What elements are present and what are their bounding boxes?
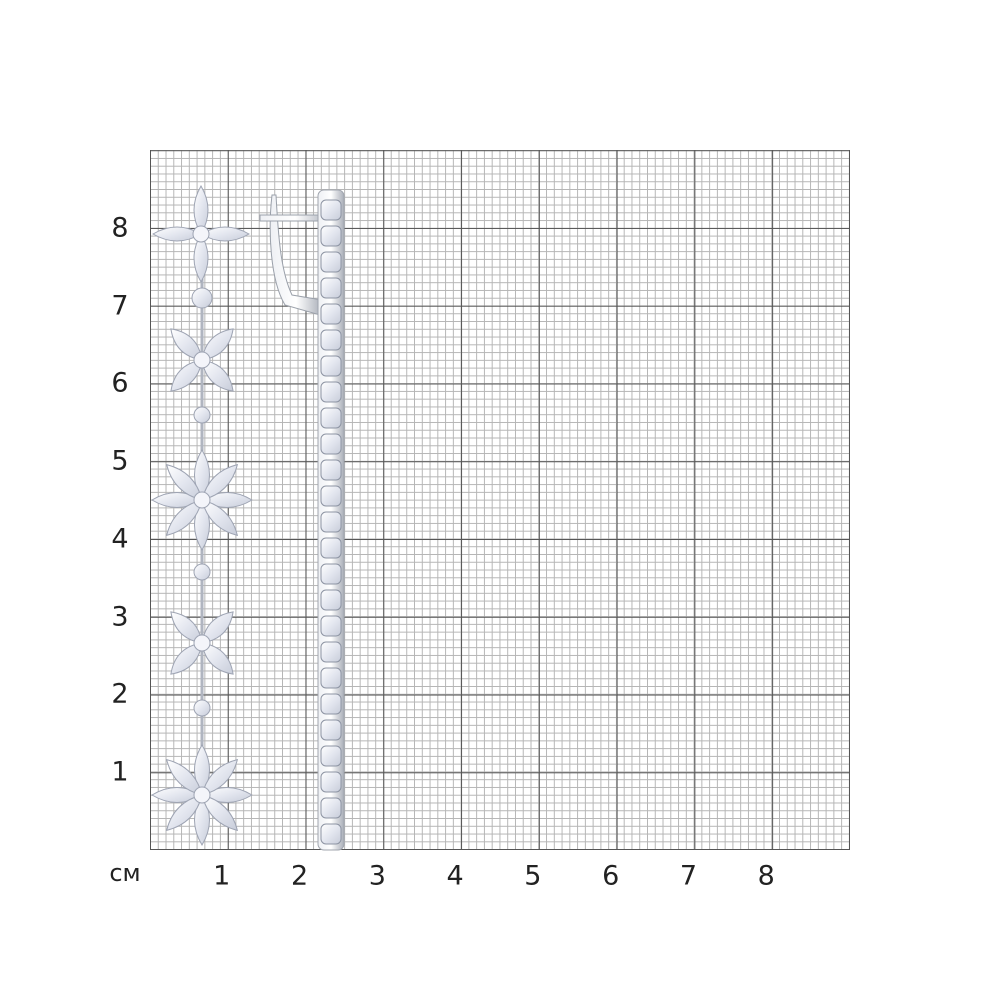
flower-charm [170,328,234,392]
connector-stone [193,699,211,717]
flower-charm [151,744,253,846]
y-tick-label: 5 [111,445,129,477]
side-stone [320,329,342,351]
side-stone [320,459,342,481]
side-stone [320,407,342,429]
side-stone [320,381,342,403]
y-tick-label: 4 [111,523,129,555]
x-tick-label: 1 [213,860,231,892]
y-tick-label: 6 [111,367,129,399]
y-tick-label: 1 [111,756,129,788]
y-tick-label: 3 [111,601,129,633]
side-stone [320,667,342,689]
side-stone [320,303,342,325]
side-stone [320,719,342,741]
x-tick-label: 6 [602,860,620,892]
earring-front-view [151,185,253,846]
connector-stone [191,287,213,309]
unit-label: см [109,859,141,887]
x-tick-label: 8 [757,860,775,892]
earring-side-view [259,189,345,851]
side-stone [320,823,342,845]
flower-charm [170,611,234,675]
side-stone [320,615,342,637]
side-stone [320,693,342,715]
side-stone [320,277,342,299]
x-tick-label: 2 [290,860,309,892]
x-tick-label: 7 [679,860,698,892]
flower-charm [151,449,253,551]
connector-stone [193,406,211,424]
y-tick-label: 7 [111,290,129,322]
side-stone [320,745,342,767]
side-stone [320,251,342,273]
side-stone [320,641,342,663]
top-star [152,185,250,283]
y-tick-label: 2 [111,678,129,710]
side-stone [320,511,342,533]
side-stone [320,537,342,559]
side-stone [320,797,342,819]
side-stone [320,589,342,611]
side-stone [320,485,342,507]
x-tick-label: 4 [446,860,464,892]
connector-stone [193,563,211,581]
side-stone [320,771,342,793]
x-tick-label: 3 [368,860,386,892]
side-stone [320,563,342,585]
x-tick-label: 5 [524,860,542,892]
measurement-grid [150,150,850,850]
side-stone [320,225,342,247]
side-stone [320,199,342,221]
side-stone [320,355,342,377]
side-stone [320,433,342,455]
y-tick-label: 8 [111,212,129,244]
